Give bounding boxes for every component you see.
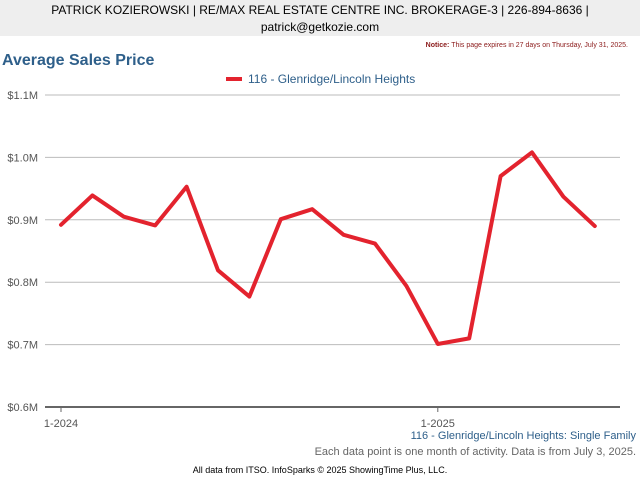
y-tick-label: $1.1M (7, 90, 38, 102)
data-source: All data from ITSO. InfoSparks © 2025 Sh… (192, 465, 448, 475)
data-point (373, 242, 377, 246)
data-point (530, 150, 534, 154)
y-tick-label: $1.0M (7, 152, 38, 164)
series-caption: 116 - Glenridge/Lincoln Heights: Single … (410, 430, 636, 442)
y-tick-label: $0.6M (7, 402, 38, 414)
agent-email: patrick@getkozie.com (260, 20, 380, 34)
data-point (342, 233, 346, 237)
series-line (59, 150, 597, 346)
data-point (185, 185, 189, 189)
data-point (153, 223, 157, 227)
expiry-notice: Notice: This page expires in 27 days on … (426, 42, 628, 49)
data-point (404, 284, 408, 288)
data-point (436, 342, 440, 346)
legend-label: 116 - Glenridge/Lincoln Heights (248, 72, 416, 86)
agent-contact-line: PATRICK KOZIEROWSKI | RE/MAX REAL ESTATE… (51, 3, 589, 17)
chart-title: Average Sales Price (2, 52, 155, 69)
y-tick-label: $0.7M (7, 340, 38, 352)
data-point (467, 336, 471, 340)
data-point (279, 217, 283, 221)
x-tick-label: 1-2024 (44, 418, 78, 430)
y-tick-label: $0.8M (7, 277, 38, 289)
y-tick-label: $0.9M (7, 215, 38, 227)
data-point (247, 295, 251, 299)
data-point (216, 268, 220, 272)
data-point (122, 215, 126, 219)
data-point (90, 193, 94, 197)
activity-note: Each data point is one month of activity… (314, 446, 636, 458)
x-tick-label: 1-2025 (421, 418, 455, 430)
data-point (593, 224, 597, 228)
legend-swatch (226, 77, 242, 81)
data-point (561, 195, 565, 199)
notice-label: Notice: (425, 42, 450, 49)
agent-header: PATRICK KOZIEROWSKI | RE/MAX REAL ESTATE… (0, 0, 640, 36)
data-point (499, 174, 503, 178)
notice-text: This page expires in 27 days on Thursday… (451, 42, 628, 49)
data-point (59, 223, 63, 227)
data-point (310, 207, 314, 211)
chart-legend: 116 - Glenridge/Lincoln Heights (226, 72, 415, 86)
